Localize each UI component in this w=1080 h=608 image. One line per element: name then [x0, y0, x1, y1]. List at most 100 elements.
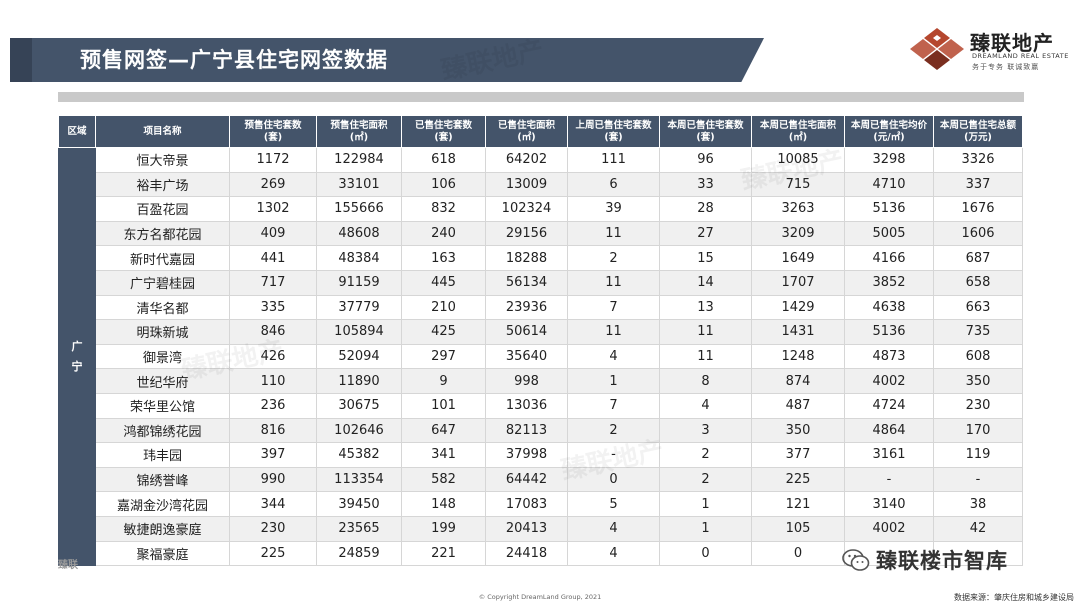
table-cell: 38 [933, 491, 1023, 517]
table-cell: 4002 [844, 368, 934, 394]
table-cell: 33 [659, 171, 752, 198]
table-cell: 9 [401, 368, 486, 394]
table-cell: 3140 [844, 491, 934, 517]
table-cell: 24418 [485, 540, 568, 567]
table-cell: 441 [229, 245, 317, 271]
table-cell: 23936 [485, 294, 568, 321]
table-row: 清华名都 335 37779 210 23936 7 13 1429 4638 663 [59, 294, 1023, 321]
column-header: 本周已售住宅套数 (套) [659, 115, 752, 148]
table-cell: 11 [659, 319, 752, 345]
table-cell: 122984 [316, 147, 402, 173]
table-header-row: 区域 项目名称 预售住宅套数 (套) 预售住宅面积 (㎡) 已售住宅套数 (套) 已售住宅… [58, 115, 1023, 148]
table-cell: 50614 [485, 319, 568, 345]
table-cell: 240 [401, 220, 486, 247]
table-cell: 230 [933, 392, 1023, 419]
table-cell: 82113 [485, 417, 568, 444]
project-name-cell: 广宁碧桂园 [95, 269, 230, 296]
table-cell: 4 [567, 540, 660, 567]
table-cell: 1676 [933, 196, 1023, 222]
project-name-cell: 清华名都 [95, 294, 230, 321]
table-row: 裕丰广场 269 33101 106 13009 6 33 715 4710 337 [59, 171, 1023, 198]
table-cell: 717 [229, 269, 317, 296]
table-cell: 647 [401, 417, 486, 444]
table-cell: 102324 [485, 196, 568, 222]
table-cell: 1 [567, 368, 660, 394]
table-cell: 425 [401, 319, 486, 345]
table-cell: 24859 [316, 540, 402, 567]
table-cell: 56134 [485, 269, 568, 296]
project-name-cell: 明珠新城 [95, 319, 230, 345]
project-name-cell: 荣华里公馆 [95, 392, 230, 419]
footer-copyright: © Copyright DreamLand Group, 2021 [478, 593, 602, 601]
table-cell: - [844, 466, 934, 493]
table-cell: 2 [567, 245, 660, 271]
table-cell: 445 [401, 269, 486, 296]
project-name-cell: 御景湾 [95, 343, 230, 370]
table-cell: 39 [567, 196, 660, 222]
table-cell: 715 [751, 171, 845, 198]
footer-source: 数据来源：肇庆住房和城乡建设局 [954, 593, 1074, 602]
project-name-cell: 东方名都花园 [95, 220, 230, 247]
table-cell: 3161 [844, 442, 934, 468]
table-cell: 335 [229, 294, 317, 321]
table-cell: 269 [229, 171, 317, 198]
title-banner [10, 38, 764, 82]
table-cell: 350 [933, 368, 1023, 394]
table-cell: 1302 [229, 196, 317, 222]
table-cell: - [567, 442, 660, 468]
page-title: 预售网签—广宁县住宅网签数据 [80, 48, 388, 72]
table-row: 鸿都锦绣花园 816 102646 647 82113 2 3 350 4864 170 [59, 417, 1023, 444]
table-row: 新时代嘉园 441 48384 163 18288 2 15 1649 4166 687 [59, 245, 1023, 271]
table-row: 御景湾 426 52094 297 35640 4 11 1248 4873 608 [59, 343, 1023, 370]
table-cell: 52094 [316, 343, 402, 370]
logo-english: DREAMLAND REAL ESTATE [972, 52, 1069, 60]
column-header: 预售住宅套数 (套) [229, 115, 317, 148]
table-cell: 350 [751, 417, 845, 444]
table-cell: 1 [659, 491, 752, 517]
table-cell: 0 [659, 540, 752, 567]
table-row: 荣华里公馆 236 30675 101 13036 7 4 487 4724 230 [59, 392, 1023, 419]
table-cell: 2 [659, 442, 752, 468]
table-cell: 102646 [316, 417, 402, 444]
table-cell: 0 [567, 466, 660, 493]
table-cell: 832 [401, 196, 486, 222]
table-cell: 45382 [316, 442, 402, 468]
table-row: 敏捷朗逸豪庭 230 23565 199 20413 4 1 105 4002 42 [59, 515, 1023, 542]
table-cell: 13009 [485, 171, 568, 198]
table-row: 锦绣誉峰 990 113354 582 64442 0 2 225- - [59, 466, 1023, 493]
table-cell: 37779 [316, 294, 402, 321]
table-cell: 846 [229, 319, 317, 345]
table-cell: 15 [659, 245, 752, 271]
table-cell: 735 [933, 319, 1023, 345]
table-cell: 5 [567, 491, 660, 517]
table-body: 广 宁恒大帝景 1172 122984 618 64202 111 96 10085 3298 3… [58, 146, 1023, 567]
table-cell: 4873 [844, 343, 934, 370]
table-cell: 297 [401, 343, 486, 370]
table-cell: 10085 [751, 147, 845, 173]
table-cell: 3263 [751, 196, 845, 222]
table-cell: 106 [401, 171, 486, 198]
table-cell: 7 [567, 294, 660, 321]
table-cell: 4 [567, 515, 660, 542]
table-cell: - [933, 466, 1023, 493]
table-cell: 163 [401, 245, 486, 271]
table-cell: 4724 [844, 392, 934, 419]
table-cell: 4 [567, 343, 660, 370]
table-cell: 1707 [751, 269, 845, 296]
table-cell: 28 [659, 196, 752, 222]
table-cell: 13 [659, 294, 752, 321]
project-name-cell: 锦绣誉峰 [95, 466, 230, 493]
table-cell: 816 [229, 417, 317, 444]
project-name-cell: 百盈花园 [95, 196, 230, 222]
project-name-cell: 敏捷朗逸豪庭 [95, 515, 230, 542]
table-cell: 426 [229, 343, 317, 370]
table-cell: 96 [659, 147, 752, 173]
table-cell: 998 [485, 368, 568, 394]
table-cell: 210 [401, 294, 486, 321]
table-cell: 35640 [485, 343, 568, 370]
table-cell: 5136 [844, 319, 934, 345]
table-cell: 91159 [316, 269, 402, 296]
column-header: 已售住宅面积 (㎡) [485, 115, 568, 148]
region-cell: 广 宁 [58, 146, 96, 567]
column-header: 项目名称 [95, 115, 230, 148]
